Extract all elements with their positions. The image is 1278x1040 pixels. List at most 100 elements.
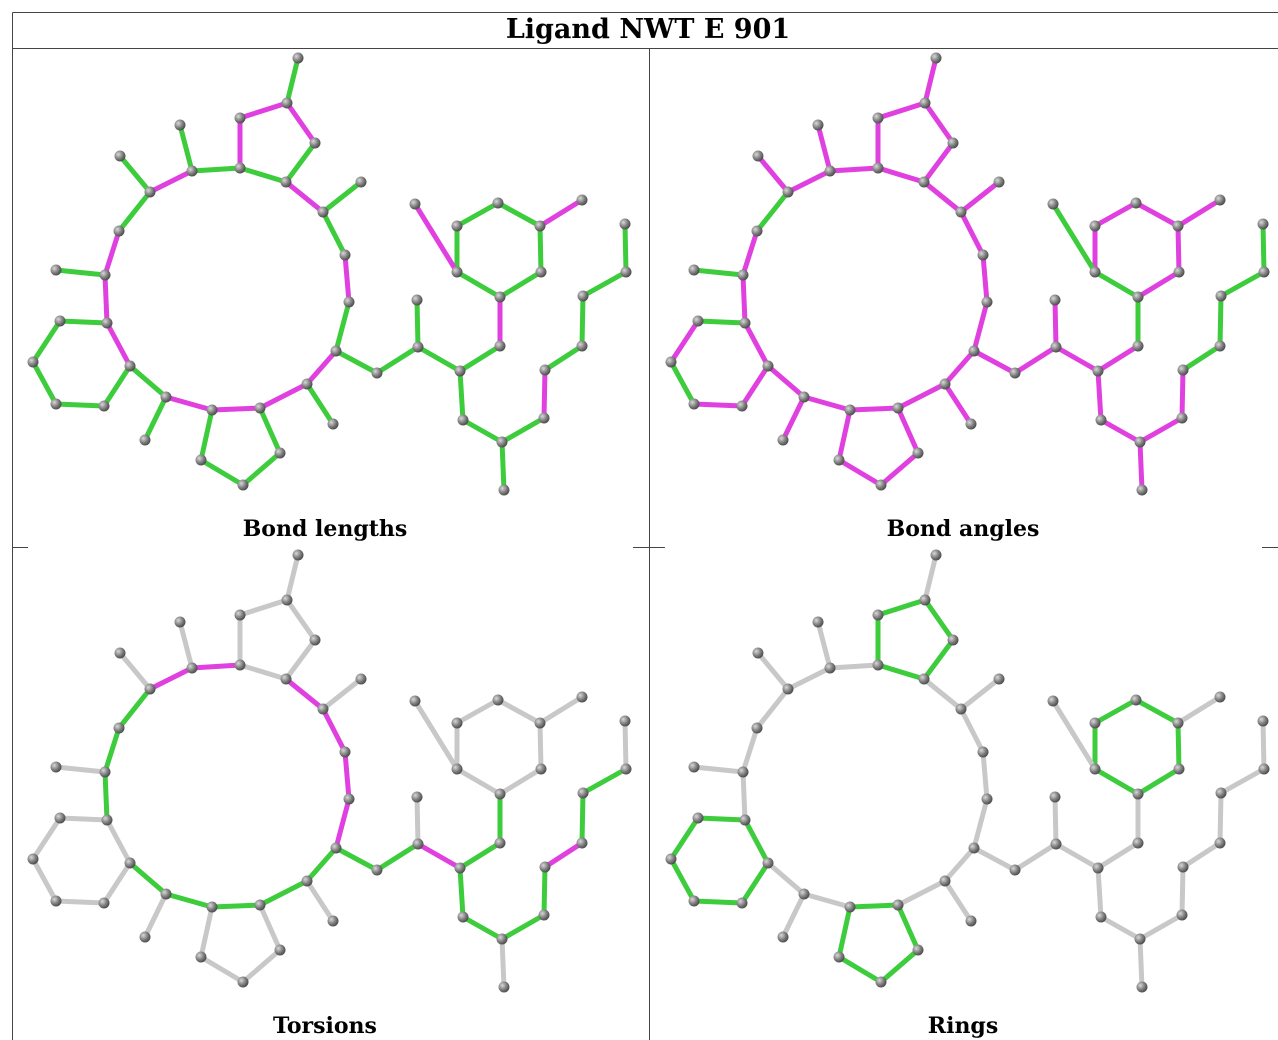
atom	[144, 186, 156, 198]
atom	[739, 814, 751, 826]
atom	[872, 112, 884, 124]
bond	[499, 936, 507, 990]
atom	[124, 857, 136, 869]
bond	[209, 405, 263, 413]
bond	[971, 348, 1018, 376]
bond	[1012, 344, 1059, 376]
bond	[847, 902, 901, 910]
atom	[409, 198, 421, 210]
atom	[1130, 197, 1142, 209]
bond	[257, 878, 310, 908]
molecule-panels	[27, 52, 1270, 993]
bond	[875, 100, 928, 121]
atom	[237, 976, 249, 988]
atom	[1130, 694, 1142, 706]
bond	[958, 209, 986, 258]
atom	[1049, 791, 1061, 803]
bond	[1052, 297, 1059, 350]
bond	[895, 878, 948, 908]
bond	[101, 363, 133, 409]
atom	[195, 454, 207, 466]
bond	[980, 252, 990, 305]
atom	[833, 454, 845, 466]
panel-caption: Torsions	[273, 1013, 377, 1039]
bond	[765, 363, 807, 400]
atom	[665, 356, 677, 368]
atom	[254, 899, 266, 911]
atom	[1214, 340, 1226, 352]
bond	[237, 662, 289, 682]
bond	[958, 179, 1002, 215]
atom	[343, 296, 355, 308]
atom	[1132, 788, 1144, 800]
bond	[895, 902, 921, 953]
bond	[537, 720, 544, 772]
bond	[895, 405, 921, 456]
bond	[116, 189, 153, 234]
atom	[1095, 414, 1107, 426]
atom	[981, 793, 993, 805]
bond	[457, 343, 503, 374]
bond	[1012, 841, 1059, 873]
bond	[742, 320, 771, 369]
bond	[147, 665, 195, 692]
bond	[333, 845, 380, 873]
atom	[752, 150, 764, 162]
atom	[50, 398, 62, 410]
bond	[827, 662, 881, 671]
bond	[102, 272, 110, 326]
atom	[955, 206, 967, 218]
bond	[30, 318, 63, 365]
atom	[798, 888, 810, 900]
atom	[451, 220, 463, 232]
bond	[1137, 936, 1145, 990]
bond	[1179, 367, 1186, 421]
atom	[451, 266, 463, 278]
bond	[668, 856, 697, 904]
bond	[942, 845, 977, 884]
bond	[695, 815, 748, 823]
bond	[1092, 200, 1139, 229]
atom	[234, 609, 246, 621]
atom	[1009, 864, 1021, 876]
atom	[1089, 717, 1101, 729]
bond	[414, 297, 421, 350]
atom	[195, 951, 207, 963]
atom	[309, 137, 321, 149]
bond	[836, 954, 884, 985]
bond	[117, 650, 153, 692]
bond	[1260, 718, 1267, 772]
bond	[878, 450, 921, 488]
bond	[1135, 269, 1182, 300]
bond	[542, 840, 585, 870]
atom	[875, 976, 887, 988]
atom	[254, 402, 266, 414]
atom	[538, 909, 550, 921]
bond	[1050, 698, 1098, 772]
atom	[280, 176, 292, 188]
atom	[977, 746, 989, 758]
atom	[1173, 266, 1185, 278]
bond	[691, 401, 745, 409]
atom	[688, 895, 700, 907]
bond	[454, 697, 501, 726]
bond	[668, 318, 701, 365]
bond	[102, 228, 122, 278]
bond	[1175, 197, 1223, 229]
bond	[237, 597, 290, 618]
bond	[117, 153, 153, 195]
bond	[875, 597, 928, 618]
bond	[922, 55, 939, 106]
atom	[114, 150, 126, 162]
bond	[922, 597, 956, 643]
atom	[113, 225, 125, 237]
bond	[495, 697, 543, 726]
atom	[619, 218, 631, 230]
atom	[113, 722, 125, 734]
atom	[281, 97, 293, 109]
atom	[912, 447, 924, 459]
bond	[1218, 269, 1267, 299]
bond	[815, 122, 833, 174]
atom	[98, 400, 110, 412]
